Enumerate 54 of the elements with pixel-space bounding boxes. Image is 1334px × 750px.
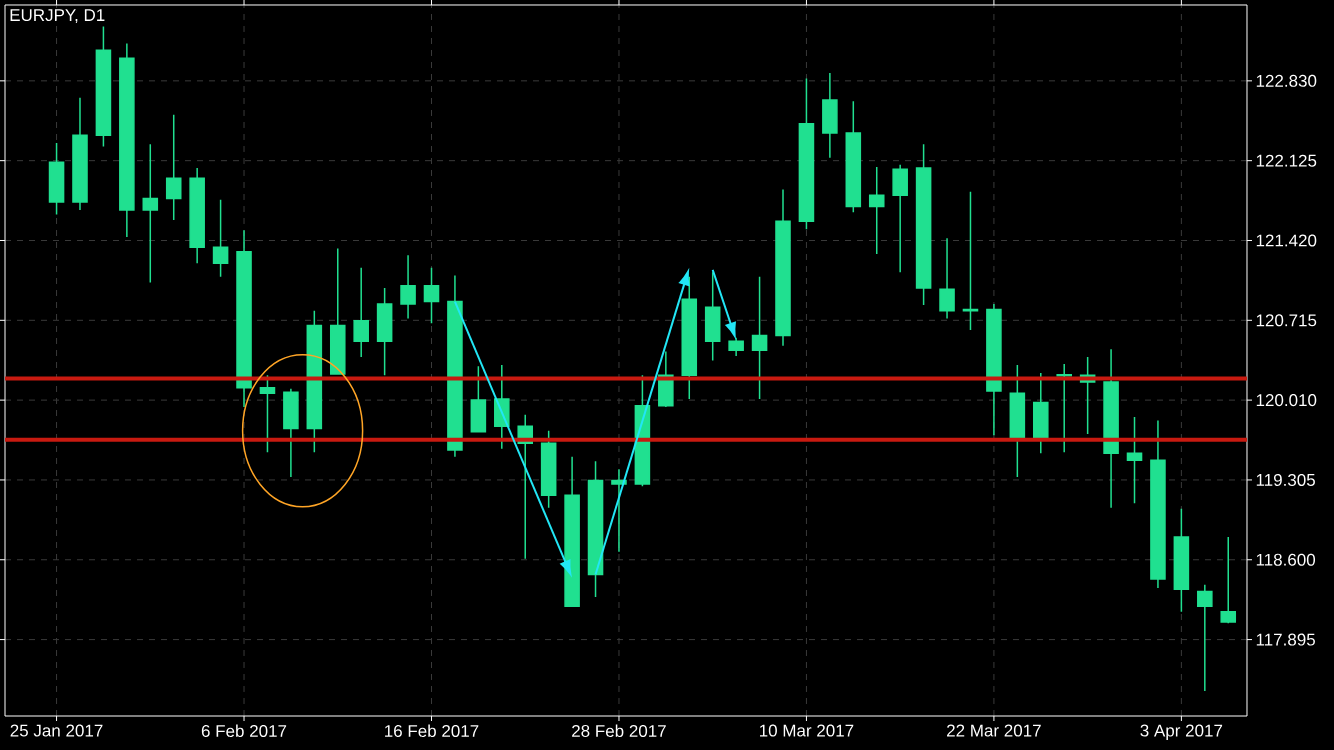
- candlestick: [1173, 508, 1190, 613]
- candlestick: [681, 275, 698, 400]
- candlestick: [165, 114, 182, 221]
- x-tick-label: 3 Apr 2017: [1140, 724, 1223, 740]
- candlestick: [775, 188, 791, 347]
- candlestick: [329, 247, 346, 375]
- candlestick: [845, 100, 862, 213]
- x-tick-label: 28 Feb 2017: [572, 724, 666, 738]
- y-tick-label: 121.420: [1256, 234, 1317, 247]
- candlestick: [119, 42, 135, 238]
- candlestick: [986, 303, 1002, 436]
- y-tick-label: 118.600: [1256, 553, 1316, 566]
- candlestick: [728, 337, 744, 357]
- y-tick-label: 119.305: [1256, 473, 1315, 486]
- candlestick: [1033, 372, 1049, 455]
- x-tick-label: 22 Mar 2017: [947, 724, 1041, 737]
- candlestick: [1220, 536, 1237, 624]
- x-tick-label: 6 Feb 2017: [201, 724, 287, 738]
- chart-title: EURJPY, D1: [10, 9, 105, 24]
- x-tick-label: 10 Mar 2017: [760, 724, 854, 737]
- candlestick: [892, 163, 908, 273]
- candlestick: [1009, 364, 1026, 478]
- candlestick: [447, 274, 463, 458]
- candlestick: [376, 287, 393, 376]
- candlestick: [540, 429, 557, 509]
- candlestick: [95, 25, 112, 148]
- candlestick: [72, 97, 88, 211]
- candlestick: [353, 266, 369, 358]
- candlestick: [915, 143, 932, 306]
- x-tick-label: 16 Feb 2017: [385, 724, 479, 738]
- candlestick: [939, 237, 955, 320]
- candlestick: [1197, 583, 1213, 692]
- candlestick: [48, 142, 65, 216]
- candlestick: [189, 167, 205, 264]
- y-tick-label: 120.715: [1256, 314, 1317, 327]
- y-tick-label: 117.895: [1256, 633, 1315, 646]
- candlestick: [798, 77, 815, 230]
- candlestick: [283, 388, 299, 478]
- y-tick-label: 122.830: [1256, 74, 1317, 87]
- candlestick: [400, 254, 416, 320]
- candlestick: [470, 365, 487, 433]
- candlestick: [822, 72, 838, 159]
- y-tick-label: 120.010: [1256, 394, 1317, 407]
- candlestick: [1150, 419, 1166, 589]
- candlestick: [306, 309, 323, 453]
- candlestick: [1103, 348, 1119, 509]
- candlestick: [587, 460, 604, 598]
- y-tick-label: 122.125: [1256, 154, 1317, 167]
- candlestick: [236, 229, 252, 408]
- candlestick: [1056, 363, 1072, 453]
- candlestick: [423, 266, 440, 324]
- x-tick-label: 25 Jan 2017: [10, 724, 103, 737]
- candlestick: [704, 271, 721, 362]
- candlestick: [868, 166, 885, 255]
